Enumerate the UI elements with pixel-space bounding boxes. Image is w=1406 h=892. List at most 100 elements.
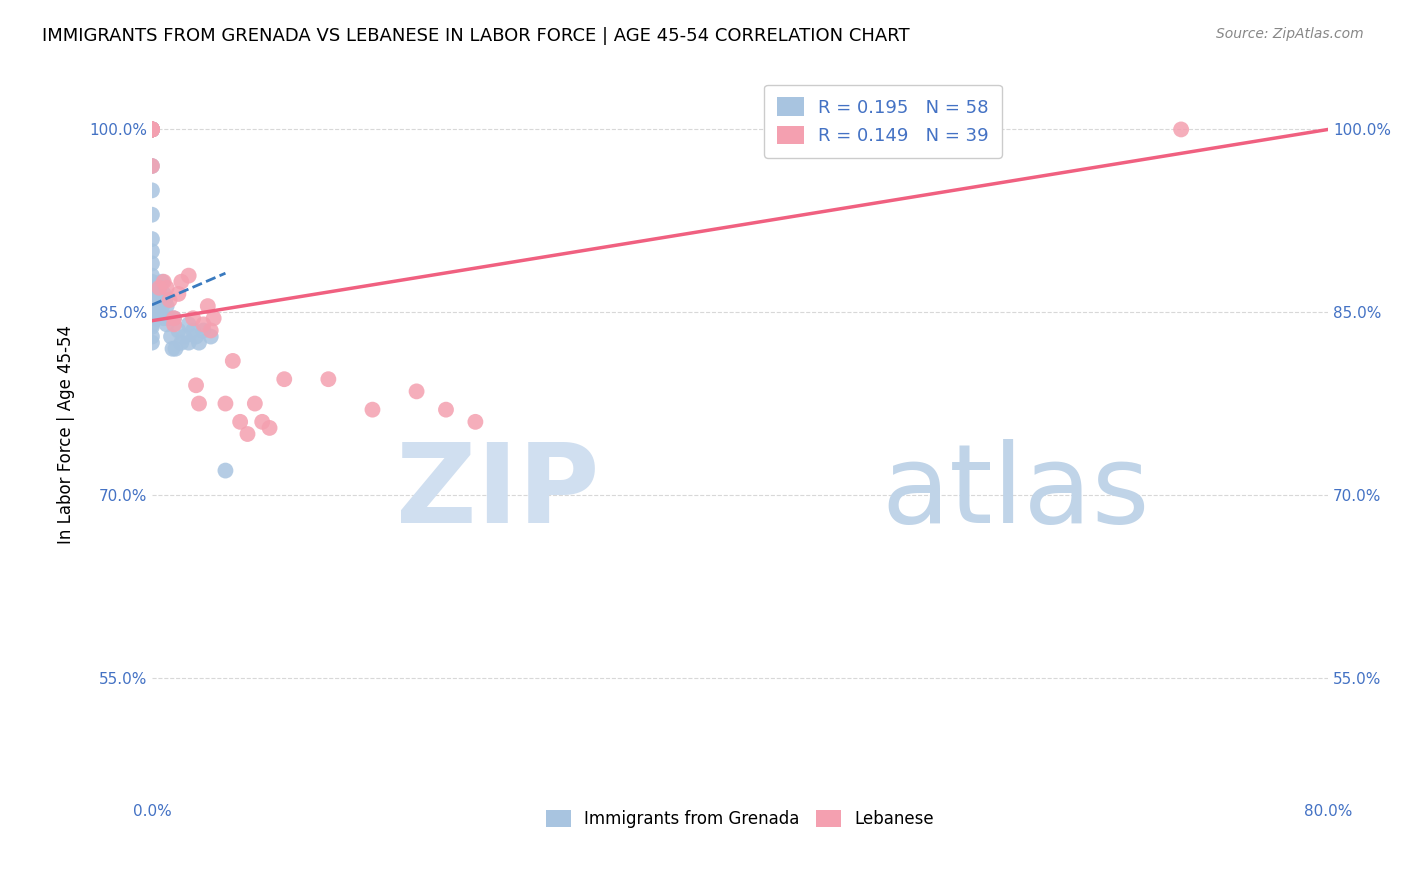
Point: [141, 335, 163, 350]
Point: [141, 122, 163, 136]
Point: [200, 329, 222, 343]
Point: [464, 415, 486, 429]
Point: [143, 281, 166, 295]
Point: [141, 122, 163, 136]
Point: [141, 256, 163, 270]
Point: [141, 329, 163, 343]
Point: [141, 286, 163, 301]
Point: [141, 122, 163, 136]
Point: [141, 281, 163, 295]
Point: [141, 159, 163, 173]
Point: [141, 299, 163, 313]
Point: [170, 335, 193, 350]
Point: [141, 122, 163, 136]
Point: [214, 396, 236, 410]
Point: [141, 122, 163, 136]
Point: [141, 244, 163, 259]
Point: [181, 323, 204, 337]
Point: [148, 305, 170, 319]
Point: [165, 342, 187, 356]
Point: [141, 308, 163, 322]
Point: [141, 122, 163, 136]
Point: [259, 421, 281, 435]
Point: [162, 342, 184, 356]
Point: [184, 378, 207, 392]
Point: [141, 122, 163, 136]
Point: [150, 299, 173, 313]
Point: [1170, 122, 1192, 136]
Point: [163, 311, 186, 326]
Point: [141, 183, 163, 197]
Point: [273, 372, 295, 386]
Point: [141, 122, 163, 136]
Point: [214, 464, 236, 478]
Point: [141, 122, 163, 136]
Point: [184, 329, 207, 343]
Text: atlas: atlas: [882, 439, 1150, 546]
Point: [141, 318, 163, 332]
Point: [163, 311, 186, 326]
Point: [141, 122, 163, 136]
Point: [434, 402, 457, 417]
Point: [152, 286, 174, 301]
Point: [152, 275, 174, 289]
Point: [177, 318, 200, 332]
Point: [229, 415, 252, 429]
Point: [197, 299, 219, 313]
Point: [167, 286, 190, 301]
Point: [188, 335, 211, 350]
Point: [405, 384, 427, 399]
Text: IMMIGRANTS FROM GRENADA VS LEBANESE IN LABOR FORCE | AGE 45-54 CORRELATION CHART: IMMIGRANTS FROM GRENADA VS LEBANESE IN L…: [42, 27, 910, 45]
Point: [141, 122, 163, 136]
Point: [159, 293, 181, 307]
Y-axis label: In Labor Force | Age 45-54: In Labor Force | Age 45-54: [58, 325, 75, 543]
Point: [143, 299, 166, 313]
Point: [188, 396, 211, 410]
Point: [243, 396, 266, 410]
Point: [141, 122, 163, 136]
Point: [141, 122, 163, 136]
Point: [181, 311, 204, 326]
Point: [193, 323, 215, 337]
Point: [152, 311, 174, 326]
Point: [361, 402, 384, 417]
Point: [156, 281, 179, 295]
Text: ZIP: ZIP: [395, 439, 599, 546]
Point: [148, 281, 170, 295]
Text: Source: ZipAtlas.com: Source: ZipAtlas.com: [1216, 27, 1364, 41]
Point: [141, 232, 163, 246]
Point: [153, 293, 176, 307]
Point: [141, 293, 163, 307]
Point: [156, 299, 179, 313]
Point: [193, 318, 215, 332]
Point: [222, 354, 245, 368]
Point: [200, 323, 222, 337]
Point: [141, 268, 163, 283]
Point: [141, 305, 163, 319]
Point: [159, 311, 181, 326]
Point: [167, 323, 190, 337]
Point: [141, 311, 163, 326]
Point: [141, 208, 163, 222]
Point: [318, 372, 340, 386]
Point: [160, 329, 183, 343]
Point: [146, 299, 169, 313]
Point: [141, 122, 163, 136]
Point: [202, 311, 225, 326]
Legend: Immigrants from Grenada, Lebanese: Immigrants from Grenada, Lebanese: [540, 804, 941, 835]
Point: [141, 319, 163, 334]
Point: [163, 318, 186, 332]
Point: [148, 281, 170, 295]
Point: [141, 159, 163, 173]
Point: [170, 275, 193, 289]
Point: [150, 275, 173, 289]
Point: [141, 122, 163, 136]
Point: [236, 427, 259, 442]
Point: [250, 415, 273, 429]
Point: [177, 335, 200, 350]
Point: [177, 268, 200, 283]
Point: [173, 329, 195, 343]
Point: [141, 275, 163, 289]
Point: [145, 293, 167, 307]
Point: [156, 318, 179, 332]
